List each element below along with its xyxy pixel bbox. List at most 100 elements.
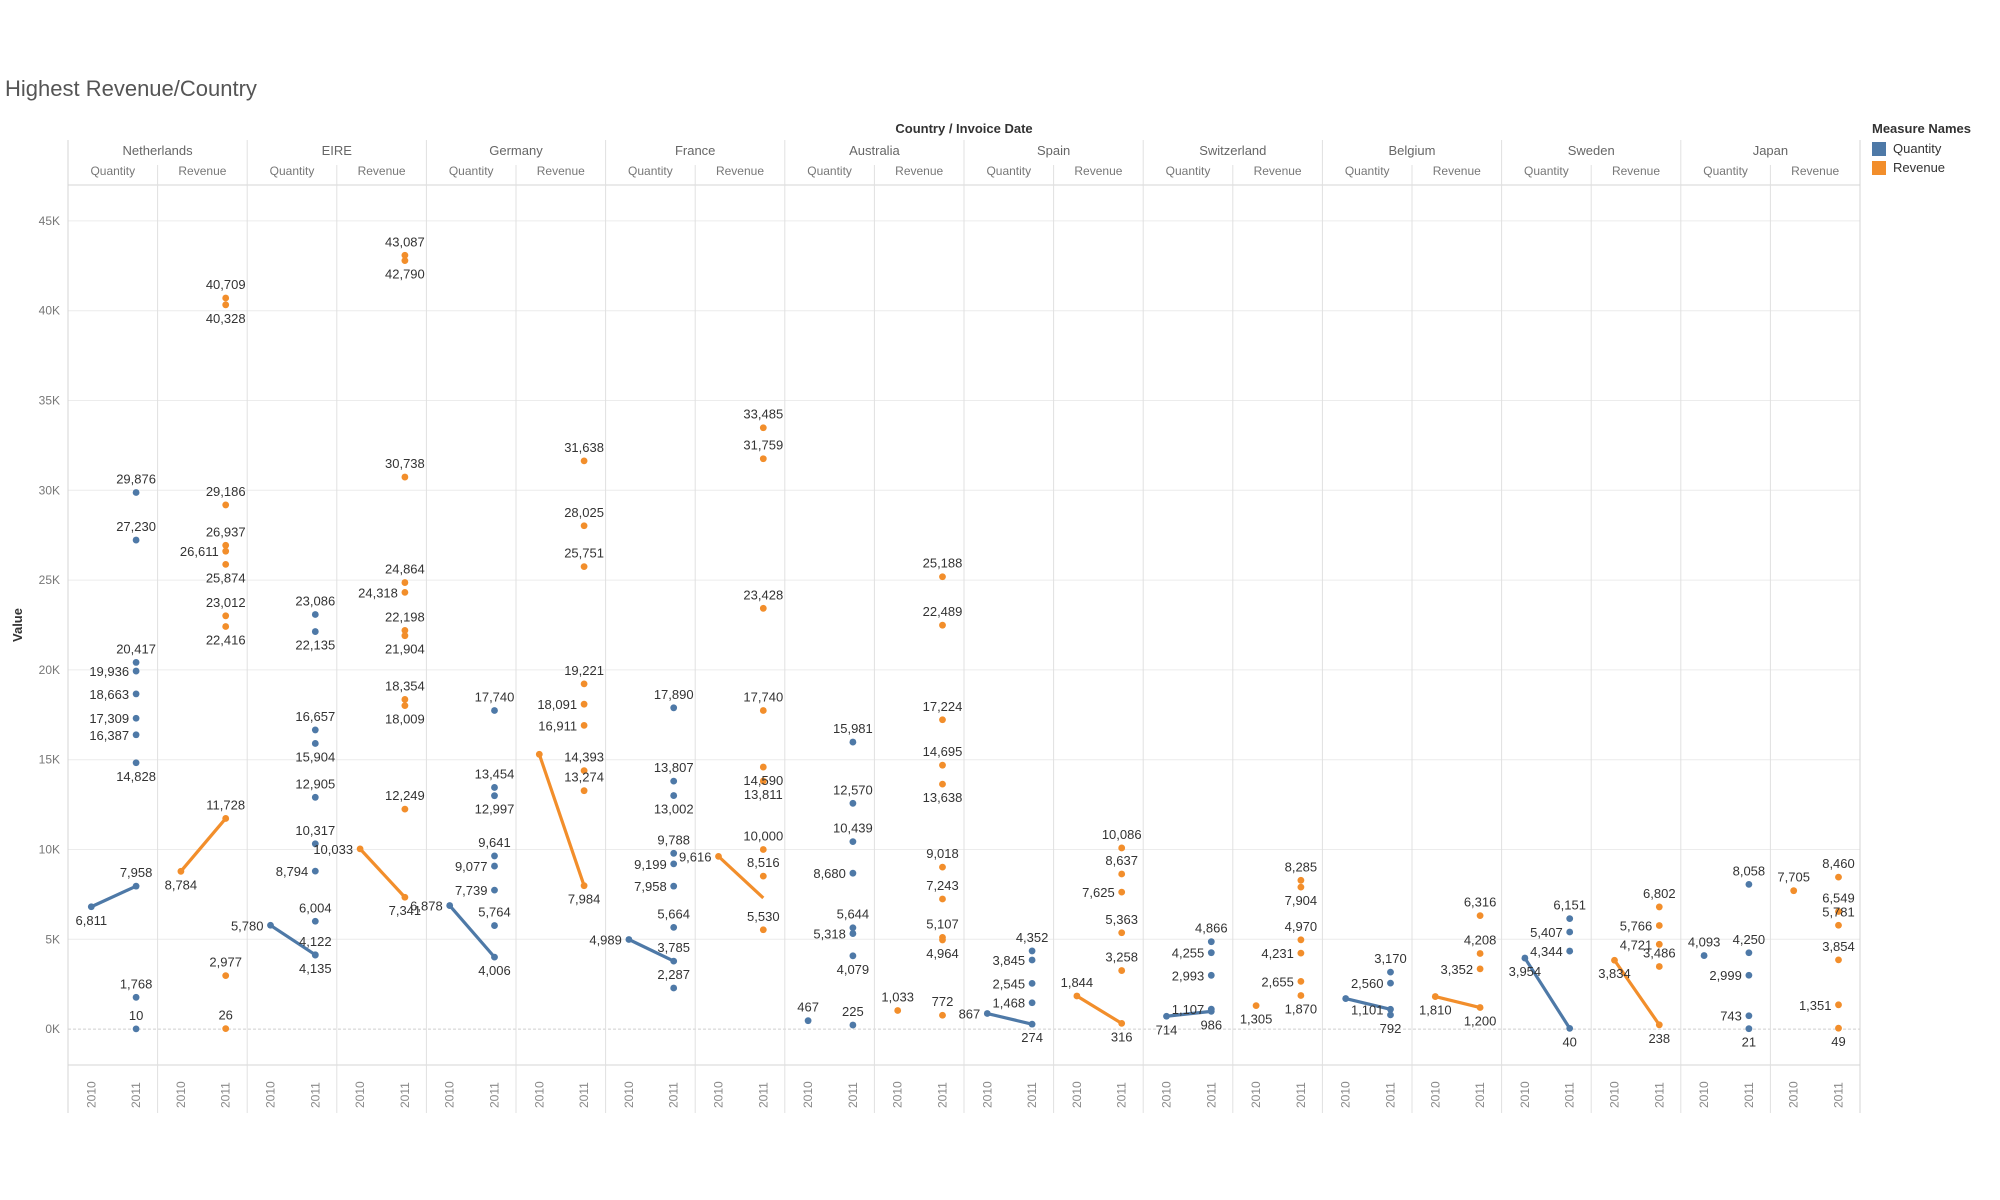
- data-point-revenue: [580, 721, 588, 729]
- y-tick-label: 45K: [39, 214, 60, 228]
- country-header: Sweden: [1568, 143, 1615, 158]
- data-point-revenue: [222, 301, 230, 309]
- series-line-revenue: [1613, 959, 1661, 1026]
- data-label: 1,107: [1172, 1002, 1205, 1017]
- data-label: 14,393: [564, 750, 604, 765]
- data-label: 743: [1720, 1009, 1742, 1024]
- x-tick-label: 2011: [129, 1082, 143, 1108]
- data-point-quantity: [311, 611, 319, 618]
- data-point-revenue: [1835, 1024, 1842, 1032]
- x-tick-label: 2011: [1563, 1082, 1577, 1108]
- data-point-revenue: [580, 680, 588, 688]
- data-label: 14,590: [743, 773, 783, 788]
- data-label: 8,285: [1285, 859, 1318, 874]
- x-tick-label: 2011: [487, 1082, 501, 1108]
- data-label: 12,249: [385, 788, 425, 803]
- data-label: 5,644: [837, 907, 870, 922]
- series-line-revenue: [358, 847, 407, 899]
- data-label: 17,309: [89, 711, 129, 726]
- data-label: 17,740: [475, 689, 515, 704]
- data-label: 986: [1200, 1017, 1222, 1032]
- data-point-quantity: [849, 869, 857, 877]
- data-point-quantity: [132, 536, 140, 544]
- data-point-quantity: [311, 726, 319, 734]
- legend-item-quantity[interactable]: Quantity: [1872, 141, 1971, 156]
- data-label: 26: [218, 1008, 232, 1023]
- y-tick-label: 20K: [39, 663, 60, 677]
- x-tick-label: 2010: [711, 1081, 725, 1108]
- data-label: 18,663: [89, 687, 129, 702]
- data-label: 3,785: [657, 940, 690, 955]
- data-label: 8,516: [747, 855, 780, 870]
- data-label: 22,135: [295, 638, 335, 653]
- data-label: 7,739: [455, 883, 488, 898]
- data-label: 4,989: [589, 932, 622, 947]
- data-point-quantity: [670, 923, 678, 931]
- data-label: 29,876: [116, 472, 156, 487]
- data-label: 10,000: [743, 828, 783, 843]
- data-point-quantity: [311, 951, 319, 959]
- data-label: 25,188: [923, 556, 963, 571]
- data-label: 33,485: [743, 407, 783, 422]
- data-point-revenue: [580, 882, 588, 890]
- data-label: 4,255: [1172, 946, 1205, 961]
- x-tick-label: 2010: [174, 1081, 188, 1108]
- data-point-quantity: [670, 882, 678, 890]
- data-point-quantity: [1207, 1007, 1215, 1015]
- data-point-quantity: [132, 1025, 140, 1033]
- x-tick-label: 2010: [1428, 1081, 1442, 1108]
- x-tick-label: 2011: [1204, 1082, 1218, 1108]
- data-point-quantity: [1566, 1024, 1574, 1032]
- data-label: 13,811: [744, 787, 783, 802]
- data-label: 9,018: [926, 846, 959, 861]
- data-point-revenue: [401, 632, 409, 640]
- x-tick-label: 2011: [1831, 1082, 1845, 1108]
- data-label: 40: [1562, 1034, 1576, 1049]
- country-header: Germany: [489, 143, 543, 158]
- data-label: 5,766: [1620, 919, 1653, 934]
- data-point-quantity: [491, 862, 498, 870]
- data-label: 7,958: [120, 865, 153, 880]
- data-label: 10: [129, 1008, 143, 1023]
- data-label: 3,854: [1822, 939, 1855, 954]
- data-point-revenue: [939, 761, 946, 769]
- data-label: 6,811: [76, 913, 108, 928]
- y-tick-label: 25K: [39, 573, 60, 587]
- data-label: 5,407: [1530, 925, 1563, 940]
- x-tick-label: 2010: [1787, 1081, 1801, 1108]
- data-point-revenue: [580, 522, 588, 530]
- country-header: EIRE: [322, 143, 353, 158]
- data-point-revenue: [401, 473, 409, 481]
- series-line-quantity: [269, 923, 317, 957]
- data-point-quantity: [491, 886, 498, 894]
- data-point-quantity: [670, 860, 678, 868]
- data-label: 20,417: [116, 641, 156, 656]
- data-label: 8,794: [276, 864, 309, 879]
- data-label: 17,890: [654, 687, 694, 702]
- data-point-revenue: [401, 805, 409, 813]
- data-label: 5,780: [231, 918, 264, 933]
- data-point-quantity: [1745, 949, 1753, 957]
- x-tick-label: 2011: [577, 1082, 591, 1108]
- data-point-quantity: [849, 799, 857, 807]
- x-tick-label: 2010: [1159, 1081, 1173, 1108]
- data-label: 25,874: [206, 570, 246, 585]
- data-label: 2,993: [1172, 968, 1205, 983]
- data-label: 16,911: [538, 718, 577, 733]
- data-label: 8,637: [1105, 853, 1138, 868]
- x-tick-label: 2011: [1383, 1082, 1397, 1108]
- data-label: 8,058: [1733, 863, 1766, 878]
- measure-header: Revenue: [1791, 164, 1839, 178]
- legend-item-revenue[interactable]: Revenue: [1872, 160, 1971, 175]
- data-point-revenue: [1655, 1021, 1663, 1029]
- data-label: 5,764: [478, 905, 511, 920]
- data-point-revenue: [1297, 936, 1305, 944]
- measure-header: Revenue: [1433, 164, 1481, 178]
- x-tick-label: 2010: [622, 1081, 636, 1108]
- data-point-revenue: [759, 846, 767, 853]
- data-label: 4,079: [837, 962, 870, 977]
- data-point-quantity: [311, 840, 319, 848]
- y-tick-label: 30K: [39, 483, 60, 497]
- y-axis-title: Value: [10, 608, 25, 642]
